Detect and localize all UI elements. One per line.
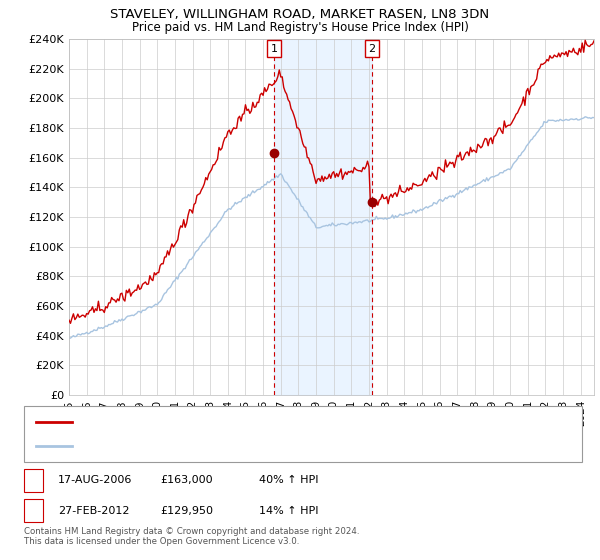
Text: £163,000: £163,000 — [160, 475, 213, 486]
Text: 2: 2 — [368, 44, 376, 54]
Text: 17-AUG-2006: 17-AUG-2006 — [58, 475, 133, 486]
Text: 1: 1 — [30, 475, 37, 486]
Text: 2: 2 — [30, 506, 37, 516]
Text: HPI: Average price, semi-detached house, West Lindsey: HPI: Average price, semi-detached house,… — [78, 441, 350, 451]
Text: 40% ↑ HPI: 40% ↑ HPI — [259, 475, 319, 486]
Text: STAVELEY, WILLINGHAM ROAD, MARKET RASEN, LN8 3DN (semi-detached house): STAVELEY, WILLINGHAM ROAD, MARKET RASEN,… — [78, 417, 475, 427]
Text: £129,950: £129,950 — [160, 506, 213, 516]
Text: STAVELEY, WILLINGHAM ROAD, MARKET RASEN, LN8 3DN: STAVELEY, WILLINGHAM ROAD, MARKET RASEN,… — [110, 8, 490, 21]
Text: 1: 1 — [271, 44, 278, 54]
Text: 14% ↑ HPI: 14% ↑ HPI — [259, 506, 319, 516]
Text: 27-FEB-2012: 27-FEB-2012 — [58, 506, 130, 516]
Text: Contains HM Land Registry data © Crown copyright and database right 2024.
This d: Contains HM Land Registry data © Crown c… — [24, 527, 359, 547]
Text: Price paid vs. HM Land Registry's House Price Index (HPI): Price paid vs. HM Land Registry's House … — [131, 21, 469, 34]
